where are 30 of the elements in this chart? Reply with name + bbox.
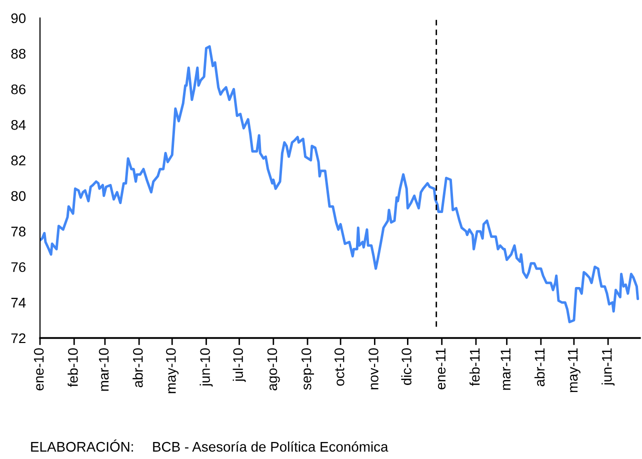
x-tick-label: abr-10 [132,348,143,388]
x-tick-label: feb-11 [469,348,480,386]
y-tick-label: 74 [11,298,26,308]
text: ELABORACIÓN: BCB - Asesoría de Política Económica [31,440,388,452]
x-tick-label: jul-10 [232,348,246,382]
x-tick-label: ago-10 [267,348,280,390]
x-tick-label: nov-10 [368,348,378,390]
x-tick-label: may-10 [166,348,179,394]
y-tick-label: 76 [11,262,26,272]
x-tick-label: dic-10 [401,348,412,385]
x-tick-label: mar-10 [98,348,109,391]
x-tick-label: sep-10 [301,348,314,390]
y-tick-label: 86 [11,84,26,94]
y-tick-label: 78 [11,226,26,237]
x-tick-label: ene-10 [34,348,44,390]
y-tick-label: 82 [11,156,26,166]
x-tick-label: feb-10 [68,348,78,387]
x-tick-label: mar-11 [500,348,511,390]
y-tick-label: 88 [11,48,26,59]
y-tick-label: 72 [11,333,26,344]
line-series [40,45,640,324]
x-tick-label: jun-10 [200,348,213,387]
x-tick-label: jun-11 [602,348,615,386]
x-tick-label: may-11 [568,348,580,392]
y-tick-label: 84 [11,120,26,130]
x-tick-label: oct-10 [334,348,344,386]
x-tick-label: abr-11 [534,348,545,386]
y-tick-label: 80 [11,191,26,201]
y-tick-label: 90 [11,13,26,24]
x-tick-label: ene-11 [436,348,446,390]
